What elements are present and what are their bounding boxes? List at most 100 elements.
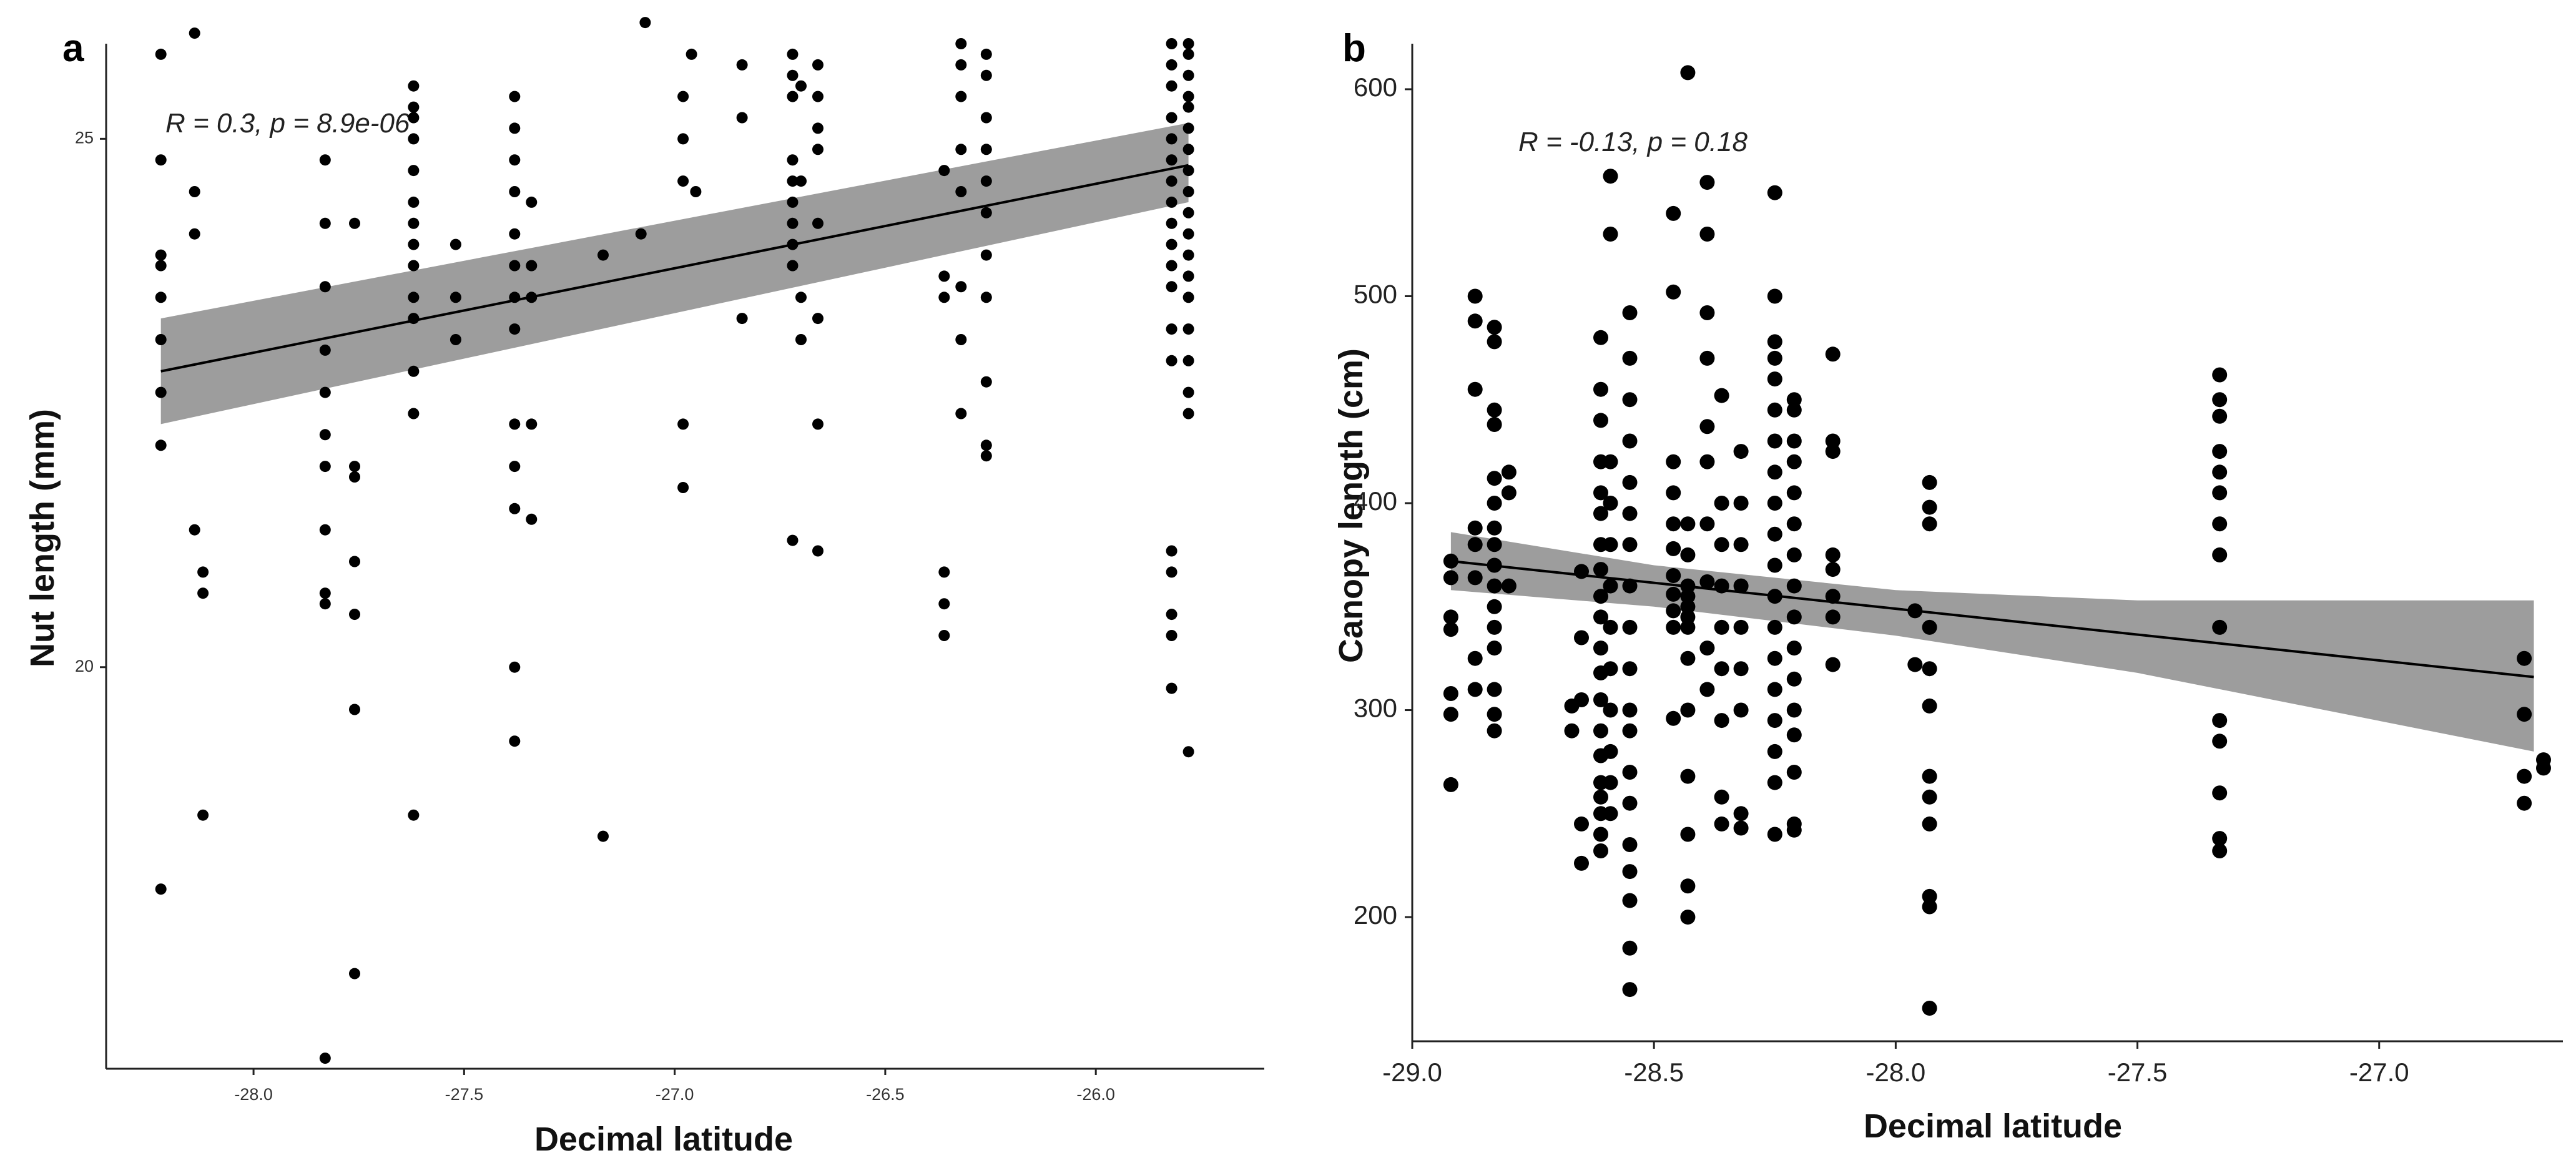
panel-a-data-point <box>509 418 521 430</box>
panel-a-data-point <box>955 408 967 420</box>
panel-b-letter: b <box>1342 27 1366 70</box>
panel-b-data-point <box>1714 619 1729 635</box>
panel-a-data-point <box>787 238 799 250</box>
panel-a-data-point <box>1182 249 1194 261</box>
panel-b-data-point <box>2212 843 2228 858</box>
panel-b-data-point <box>1593 827 1608 842</box>
panel-b-data-point <box>1767 371 1782 387</box>
panel-b-data-point <box>2536 760 2551 776</box>
panel-a-y-tick-label: 20 <box>75 657 94 675</box>
panel-b-data-point <box>1767 464 1782 480</box>
panel-b-data-point <box>1922 619 1937 635</box>
panel-b-data-point <box>1825 547 1841 562</box>
panel-a-data-point <box>1166 545 1177 557</box>
panel-b-data-point <box>1487 334 1502 350</box>
panel-a-data-point <box>1166 281 1177 293</box>
panel-a-data-point <box>319 154 331 166</box>
panel-b-data-point <box>1443 609 1458 625</box>
panel-b-data-point <box>1733 444 1749 459</box>
panel-b-points <box>1443 65 2551 1016</box>
panel-a-data-point <box>980 175 992 187</box>
panel-a-data-point <box>938 165 950 177</box>
panel-a-data-point <box>408 238 420 250</box>
panel-a-data-point <box>349 556 360 567</box>
panel-a-data-point <box>155 439 167 451</box>
panel-b-data-point <box>1825 346 1841 362</box>
panel-b-data-point <box>1574 564 1589 579</box>
panel-b-x-tick-label: -29.0 <box>1382 1058 1442 1087</box>
panel-b-data-point <box>1714 496 1729 511</box>
panel-a-data-point <box>1182 292 1194 303</box>
panel-b-data-point <box>1666 586 1681 602</box>
panel-b-data-point <box>1825 589 1841 604</box>
panel-a-axes: -28.0 -27.5 -27.0 -26.5 -26.0 20 25 <box>75 44 1264 1104</box>
panel-a-y-tick-label: 25 <box>75 128 94 147</box>
panel-b-data-point <box>1767 589 1782 604</box>
panel-b-y-tick-label: 500 <box>1354 280 1397 309</box>
panel-b-data-point <box>2212 547 2228 562</box>
panel-a-data-point <box>677 91 689 102</box>
panel-b-data-point <box>1467 537 1483 552</box>
panel-b-data-point <box>1786 609 1802 625</box>
panel-b-data-point <box>1467 313 1483 329</box>
panel-b-data-point <box>1699 305 1715 320</box>
panel-b-data-point <box>1825 433 1841 449</box>
panel-a-data-point <box>1182 386 1194 398</box>
panel-a-data-point <box>787 196 799 208</box>
panel-b-data-point <box>2517 707 2532 722</box>
panel-a-data-point <box>155 154 167 166</box>
panel-b-data-point <box>1593 640 1608 656</box>
panel-b-data-point <box>1666 454 1681 469</box>
panel-b-data-point <box>2212 516 2228 532</box>
panel-b-y-axis-title: Canopy length (cm) <box>1332 348 1370 663</box>
panel-a-data-point <box>349 704 360 715</box>
panel-a-data-point <box>938 566 950 578</box>
panel-b-data-point <box>1487 557 1502 573</box>
panel-b-data-point <box>1699 640 1715 656</box>
panel-a-data-point <box>597 830 609 842</box>
panel-a: a R = 0.3, p = 8.9e-06 Decimal latitude … <box>24 17 1264 1158</box>
panel-b-data-point <box>1825 657 1841 672</box>
panel-b-data-point <box>1767 402 1782 418</box>
panel-a-x-axis-title: Decimal latitude <box>534 1121 793 1158</box>
panel-a-data-point <box>597 249 609 261</box>
panel-a-data-point <box>319 1053 331 1064</box>
panel-b-data-point <box>1922 516 1937 532</box>
panel-a-data-point <box>1182 270 1194 282</box>
panel-b-data-point <box>1622 506 1638 521</box>
panel-a-data-point <box>319 386 331 398</box>
panel-b-data-point <box>1622 433 1638 449</box>
panel-a-data-point <box>509 735 521 747</box>
panel-a-data-point <box>408 313 420 325</box>
panel-a-data-point <box>795 80 807 92</box>
panel-b-data-point <box>1699 454 1715 469</box>
panel-a-data-point <box>938 630 950 641</box>
panel-b-data-point <box>1593 485 1608 501</box>
panel-b-data-point <box>1574 816 1589 832</box>
panel-a-data-point <box>787 48 799 60</box>
panel-b-data-point <box>1593 413 1608 428</box>
panel-b-data-point <box>1786 640 1802 656</box>
panel-a-data-point <box>509 91 521 102</box>
panel-b-data-point <box>1622 893 1638 908</box>
panel-b-data-point <box>1666 485 1681 501</box>
panel-b-data-point <box>1603 454 1618 469</box>
panel-a-letter: a <box>62 27 84 70</box>
panel-a-data-point <box>1166 217 1177 229</box>
panel-a-data-point <box>955 38 967 49</box>
panel-b-data-point <box>1767 682 1782 697</box>
panel-b-data-point <box>1767 334 1782 350</box>
panel-a-data-point <box>509 503 521 514</box>
panel-a-data-point <box>980 450 992 462</box>
panel-b-data-point <box>2212 831 2228 847</box>
panel-b-data-point <box>1767 827 1782 842</box>
panel-b-data-point <box>1622 350 1638 366</box>
panel-a-data-point <box>955 186 967 197</box>
panel-a-data-point <box>787 217 799 229</box>
panel-a-data-point <box>677 482 689 493</box>
panel-a-data-point <box>787 260 799 272</box>
panel-a-data-point <box>955 91 967 102</box>
panel-a-data-point <box>812 122 823 134</box>
panel-a-data-point <box>635 228 647 240</box>
panel-b-data-point <box>1487 707 1502 722</box>
